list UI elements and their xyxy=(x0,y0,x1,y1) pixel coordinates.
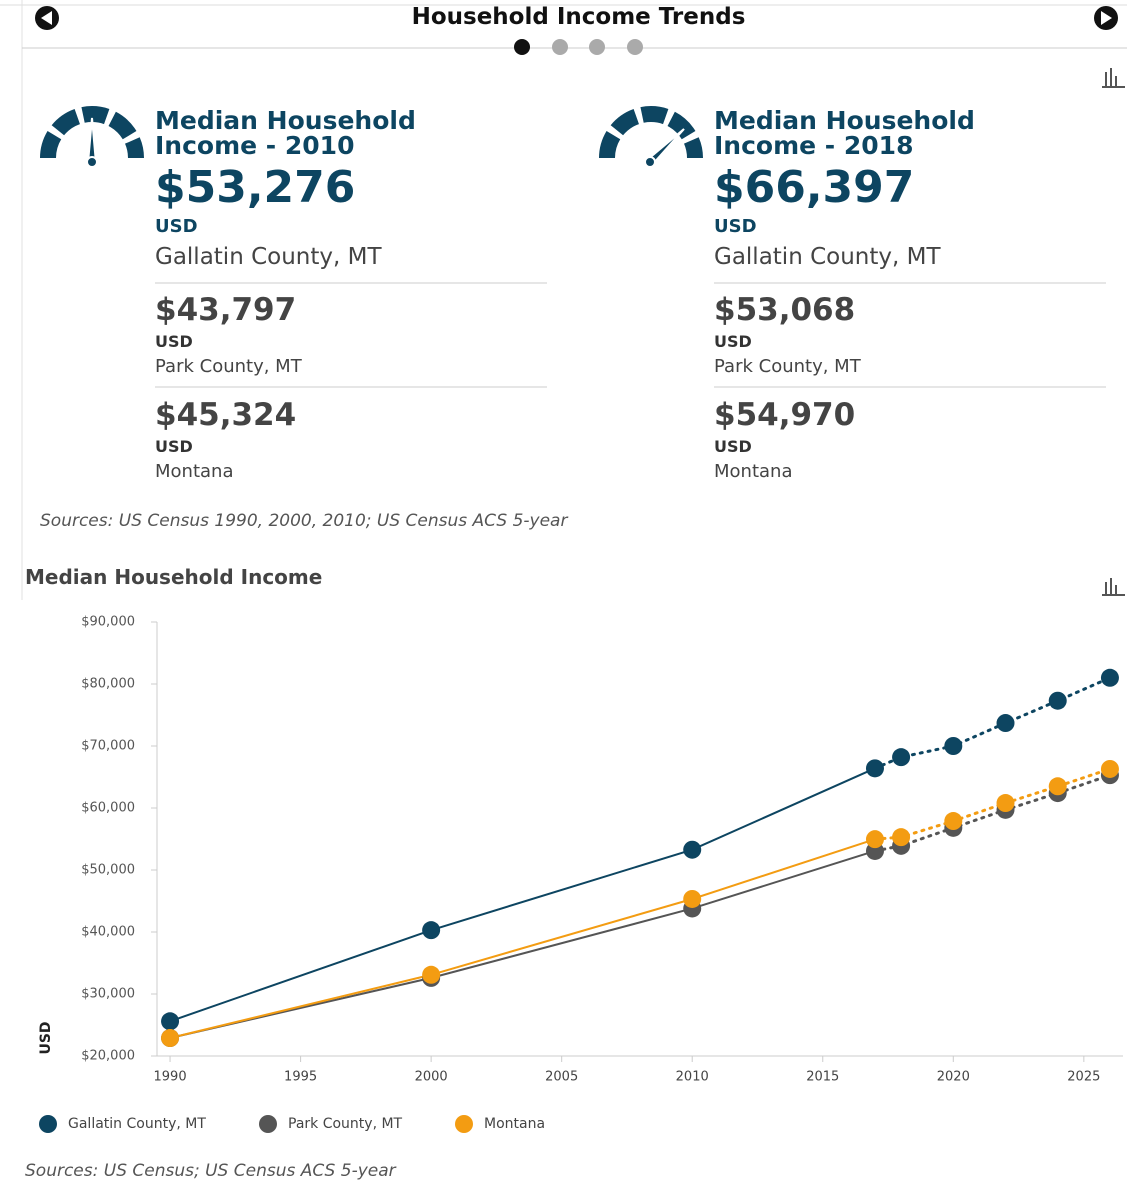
y-tick-label: $50,000 xyxy=(81,863,135,878)
chart-sources: Sources: US Census; US Census ACS 5-year xyxy=(25,1161,396,1181)
pager-dot[interactable] xyxy=(552,39,568,55)
data-point xyxy=(161,1012,180,1031)
data-point xyxy=(1048,777,1067,796)
x-tick-label: 2010 xyxy=(676,1070,709,1085)
data-point xyxy=(865,759,884,778)
y-tick-label: $60,000 xyxy=(81,801,135,816)
chart-icon[interactable] xyxy=(1102,578,1125,596)
pager-dot[interactable] xyxy=(627,39,643,55)
x-tick-label: 2020 xyxy=(937,1070,970,1085)
legend-label: Gallatin County, MT xyxy=(68,1116,206,1132)
place: Montana xyxy=(155,461,234,482)
x-tick-label: 1995 xyxy=(284,1070,317,1085)
place: Montana xyxy=(714,461,793,482)
series-line xyxy=(169,838,876,1040)
chart-icon[interactable] xyxy=(1102,68,1125,88)
y-tick-label: $90,000 xyxy=(81,615,135,630)
series-line xyxy=(169,767,876,1023)
series-line xyxy=(873,767,1112,841)
header-title: Household Income Trends xyxy=(411,4,746,30)
data-point xyxy=(865,830,884,849)
data-point xyxy=(944,737,963,755)
place: Park County, MT xyxy=(155,356,302,377)
y-tick-label: $40,000 xyxy=(81,925,135,940)
data-point xyxy=(892,748,911,767)
unit: USD xyxy=(714,216,757,237)
data-point xyxy=(1100,759,1119,778)
y-axis-label: USD xyxy=(38,1021,54,1054)
pager-dot[interactable] xyxy=(589,39,605,55)
data-point xyxy=(892,828,911,847)
place: Gallatin County, MT xyxy=(714,244,941,270)
x-tick-label: 1990 xyxy=(154,1070,187,1085)
data-point xyxy=(944,812,963,831)
gauge-icon xyxy=(599,106,703,168)
chart-title: Median Household Income xyxy=(25,565,323,589)
sources: Sources: US Census 1990, 2000, 2010; US … xyxy=(40,511,568,531)
place: Gallatin County, MT xyxy=(155,244,382,270)
value: $45,324 xyxy=(155,397,297,433)
x-tick-label: 2015 xyxy=(806,1070,839,1085)
decorations xyxy=(0,0,1127,600)
series-line xyxy=(873,773,1112,853)
data-point xyxy=(422,965,441,984)
unit: USD xyxy=(714,332,752,351)
card-title: Median Household Income - 2018 xyxy=(714,106,975,160)
pager-dot[interactable] xyxy=(514,39,530,55)
y-tick-label: $80,000 xyxy=(81,677,135,692)
y-tick-label: $30,000 xyxy=(81,987,135,1002)
data-point xyxy=(996,794,1015,813)
data-point xyxy=(683,840,702,859)
x-tick-label: 2000 xyxy=(415,1070,448,1085)
unit: USD xyxy=(155,332,193,351)
legend-marker xyxy=(259,1115,277,1133)
gauge-icon xyxy=(40,106,144,168)
data-point xyxy=(996,714,1015,733)
legend-marker xyxy=(39,1115,57,1133)
unit: USD xyxy=(155,216,198,237)
legend-label: Park County, MT xyxy=(288,1116,403,1132)
legend-label: Montana xyxy=(484,1116,545,1132)
unit: USD xyxy=(714,437,752,456)
main-value: $66,397 xyxy=(714,162,915,213)
unit: USD xyxy=(155,437,193,456)
legend-marker xyxy=(455,1115,473,1133)
data-point xyxy=(161,1029,180,1048)
series-line xyxy=(873,676,1112,770)
data-point xyxy=(1048,691,1067,710)
data-point xyxy=(422,921,441,940)
place: Park County, MT xyxy=(714,356,861,377)
y-tick-label: $70,000 xyxy=(81,739,135,754)
value: $54,970 xyxy=(714,397,856,433)
data-point xyxy=(1100,668,1119,687)
main-value: $53,276 xyxy=(155,162,356,213)
series-line xyxy=(169,849,876,1040)
x-tick-label: 2005 xyxy=(545,1070,578,1085)
value: $43,797 xyxy=(155,292,297,328)
y-tick-label: $20,000 xyxy=(81,1049,135,1064)
next-button[interactable] xyxy=(1094,6,1118,30)
card-title: Median Household Income - 2010 xyxy=(155,106,416,160)
value: $53,068 xyxy=(714,292,856,328)
x-tick-label: 2025 xyxy=(1067,1070,1100,1085)
data-point xyxy=(683,889,702,908)
prev-button[interactable] xyxy=(35,6,59,30)
